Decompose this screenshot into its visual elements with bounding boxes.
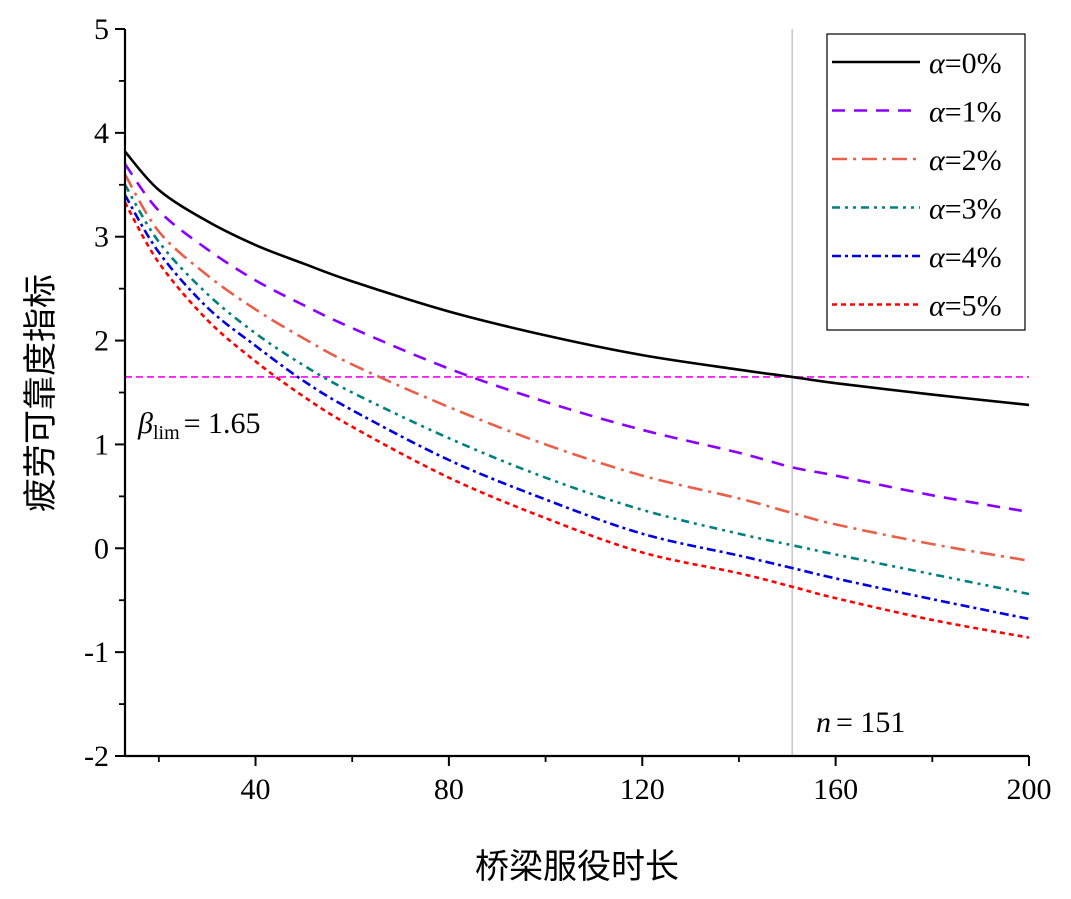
marker-annotation: n = 151	[816, 706, 905, 739]
marker-symbol: n	[816, 706, 831, 739]
legend-value: =3%	[945, 193, 1002, 226]
x-tick-label: 120	[620, 773, 665, 806]
x-tick-label: 80	[434, 773, 464, 806]
series-line-alpha-5	[123, 201, 1030, 639]
legend-symbol: α	[929, 290, 946, 323]
y-ticks: 5 4 3 2 1 0 -1 -2	[84, 13, 125, 773]
axes: 40 80 120 160 200 5 4 3 2 1 0 -1 -2	[84, 13, 1052, 806]
y-tick-label: 0	[94, 532, 109, 565]
legend-value: =5%	[945, 290, 1002, 323]
svg-text:βlim= 1.65: βlim = 1.65	[137, 407, 261, 444]
x-axis-title: 桥梁服役时长	[475, 847, 679, 887]
x-tick-label: 200	[1007, 773, 1052, 806]
series-line-alpha-3	[123, 184, 1030, 596]
legend-label-0: α=0%	[929, 47, 1002, 80]
legend-symbol: α	[929, 241, 946, 274]
y-tick-label: 3	[94, 221, 109, 254]
threshold-value: = 1.65	[184, 407, 261, 440]
legend-symbol: α	[929, 47, 946, 80]
legend-symbol: α	[929, 144, 946, 177]
series-line-alpha-1	[123, 163, 1030, 514]
legend-value: =1%	[945, 96, 1002, 129]
legend-label-4: α=4%	[929, 241, 1002, 274]
legend-items: α=0%α=1%α=2%α=3%α=4%α=5%	[832, 47, 1002, 323]
y-tick-label: 4	[94, 117, 109, 150]
legend-box	[826, 33, 1026, 331]
legend-label-3: α=3%	[929, 193, 1002, 226]
marker-value: = 151	[836, 706, 905, 739]
legend-value: =0%	[945, 47, 1002, 80]
threshold-annotation: βlim = 1.65	[137, 407, 261, 444]
x-ticks: 40 80 120 160 200	[157, 756, 1052, 806]
legend-value: =2%	[945, 144, 1002, 177]
y-tick-label: -2	[84, 740, 109, 773]
legend-value: =4%	[945, 241, 1002, 274]
svg-text:n= 151: n = 151	[816, 706, 905, 739]
series-line-alpha-0	[124, 150, 1030, 407]
y-axis-title: 疲劳可靠度指标	[21, 274, 61, 512]
threshold-subscript: lim	[153, 422, 180, 444]
y-tick-label: -1	[84, 636, 109, 669]
y-tick-label: 5	[94, 13, 109, 46]
threshold-symbol: β	[137, 407, 153, 440]
x-tick-label: 160	[813, 773, 858, 806]
legend-label-2: α=2%	[929, 144, 1002, 177]
series-layer	[123, 150, 1030, 639]
legend-symbol: α	[929, 96, 946, 129]
legend-symbol: α	[929, 193, 946, 226]
threshold-layer	[125, 29, 1029, 756]
legend-label-1: α=1%	[929, 96, 1002, 129]
x-tick-label: 40	[241, 773, 271, 806]
legend-label-5: α=5%	[929, 290, 1002, 323]
y-tick-label: 1	[94, 428, 109, 461]
y-tick-label: 2	[94, 325, 109, 358]
legend: α=0%α=1%α=2%α=3%α=4%α=5%	[826, 33, 1026, 331]
series-line-alpha-2	[123, 173, 1030, 563]
